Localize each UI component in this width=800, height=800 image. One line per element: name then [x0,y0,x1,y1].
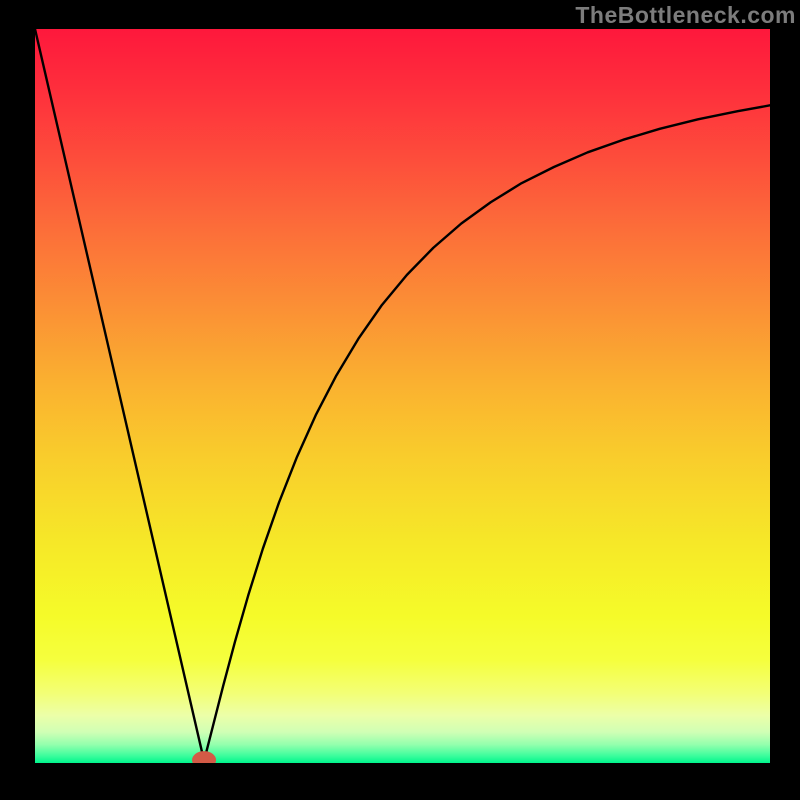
plot-svg [35,29,770,763]
gradient-bg [35,29,770,763]
plot-area [35,29,770,763]
watermark-text: TheBottleneck.com [575,2,796,29]
